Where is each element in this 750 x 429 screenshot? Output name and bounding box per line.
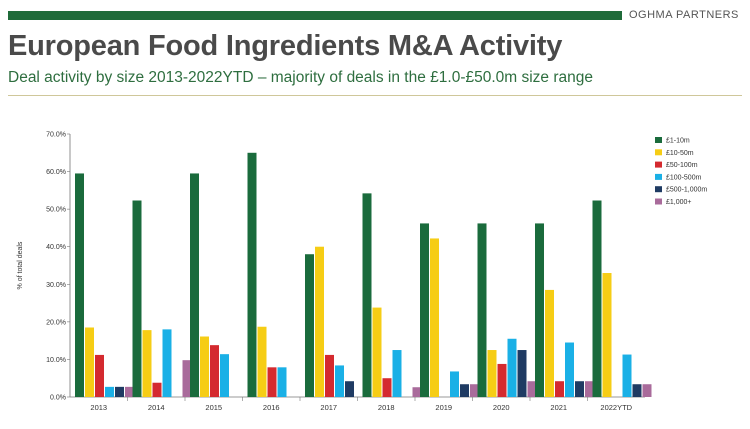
- bar-2017-series-3: [335, 365, 344, 397]
- y-tick-label: 50.0%: [46, 207, 66, 214]
- divider: [8, 95, 742, 96]
- bar-2017-series-4: [345, 381, 354, 397]
- bar-2021-series-3: [565, 342, 574, 397]
- bar-2019-series-1: [430, 238, 439, 397]
- legend-swatch: [655, 173, 662, 180]
- legend-swatch: [655, 137, 662, 143]
- x-tick-label: 2021: [550, 403, 567, 412]
- x-tick-label: 2016: [263, 403, 280, 412]
- legend-swatch: [655, 161, 662, 168]
- y-tick-label: 40.0%: [46, 244, 66, 251]
- bar-2017-series-0: [305, 254, 314, 397]
- bar-2014-series-3: [162, 329, 172, 397]
- header-bar: [8, 11, 622, 20]
- y-tick-label: 0.0%: [50, 395, 66, 402]
- bar-2013-series-4: [115, 386, 124, 397]
- y-tick-label: 10.0%: [46, 357, 66, 364]
- legend-label: £1,000+: [666, 199, 692, 206]
- bar-2020-series-4: [517, 350, 527, 397]
- bar-2021-series-1: [545, 289, 554, 397]
- bar-2018-series-5: [412, 387, 422, 397]
- legend-swatch: [655, 186, 662, 193]
- bar-2022ytd-series-4: [632, 384, 642, 397]
- bar-2015-series-3: [220, 354, 229, 397]
- y-tick-label: 70.0%: [46, 132, 66, 139]
- bar-2018-series-3: [392, 350, 402, 397]
- bar-2021-series-2: [555, 381, 564, 397]
- bar-2016-series-3: [277, 367, 287, 397]
- bar-2015-series-2: [210, 345, 219, 397]
- x-tick-label: 2014: [148, 403, 165, 412]
- bar-2013-series-2: [95, 354, 104, 397]
- bar-2013-series-1: [85, 327, 94, 397]
- bar-2022ytd-series-0: [592, 200, 602, 397]
- bar-2022ytd-series-3: [622, 354, 632, 397]
- legend-label: £1-10m: [666, 138, 690, 145]
- bar-2016-series-2: [267, 367, 277, 397]
- legend-label: £500-1,000m: [666, 187, 707, 194]
- bar-2017-series-2: [325, 354, 334, 397]
- bar-2022ytd-series-5: [642, 384, 652, 397]
- bar-2019-series-4: [460, 384, 469, 397]
- page-subtitle: Deal activity by size 2013-2022YTD – maj…: [8, 69, 593, 86]
- bar-2013-series-3: [105, 386, 114, 397]
- bar-2021-series-5: [585, 381, 594, 397]
- bar-2014-series-0: [132, 200, 142, 397]
- legend-label: £100-500m: [666, 174, 702, 181]
- x-tick-label: 2022YTD: [600, 403, 632, 412]
- bar-2018-series-1: [372, 307, 382, 397]
- x-tick-label: 2019: [435, 403, 452, 412]
- bar-2020-series-5: [527, 381, 537, 397]
- brand-logo-text: OGHMA PARTNERS: [629, 9, 739, 21]
- bar-2019-series-3: [450, 371, 459, 397]
- bar-2019-series-0: [420, 223, 429, 397]
- bar-2021-series-4: [575, 381, 584, 397]
- y-tick-label: 20.0%: [46, 319, 66, 326]
- legend-label: £50-100m: [666, 162, 698, 169]
- bar-2018-series-2: [382, 378, 392, 397]
- bar-2013-series-5: [125, 386, 134, 397]
- bar-2020-series-3: [507, 338, 517, 397]
- bar-2013-series-0: [75, 173, 84, 397]
- bar-2014-series-2: [152, 382, 162, 397]
- y-tick-label: 30.0%: [46, 282, 66, 289]
- bar-2017-series-1: [315, 246, 324, 397]
- bar-2015-series-1: [200, 336, 209, 397]
- bar-2019-series-5: [470, 384, 479, 397]
- x-tick-label: 2018: [378, 403, 395, 412]
- bar-2020-series-1: [487, 350, 497, 397]
- y-axis-label: % of total deals: [17, 241, 24, 289]
- bar-2021-series-0: [535, 223, 544, 397]
- legend-label: £10-50m: [666, 150, 694, 157]
- bar-2016-series-0: [247, 152, 257, 397]
- bar-2020-series-0: [477, 223, 487, 397]
- bar-2018-series-0: [362, 193, 372, 397]
- bar-2020-series-2: [497, 363, 507, 397]
- bar-2015-series-0: [190, 173, 199, 397]
- y-tick-label: 60.0%: [46, 169, 66, 176]
- x-tick-label: 2020: [493, 403, 510, 412]
- bar-2022ytd-series-1: [602, 273, 612, 397]
- bar-2014-series-5: [182, 360, 192, 397]
- bar-2014-series-1: [142, 330, 152, 397]
- legend-swatch: [655, 149, 662, 156]
- legend-swatch: [655, 198, 662, 205]
- x-tick-label: 2013: [90, 403, 107, 412]
- bar-2016-series-1: [257, 326, 267, 397]
- page-title: European Food Ingredients M&A Activity: [8, 30, 563, 62]
- x-tick-label: 2017: [320, 403, 337, 412]
- x-tick-label: 2015: [205, 403, 222, 412]
